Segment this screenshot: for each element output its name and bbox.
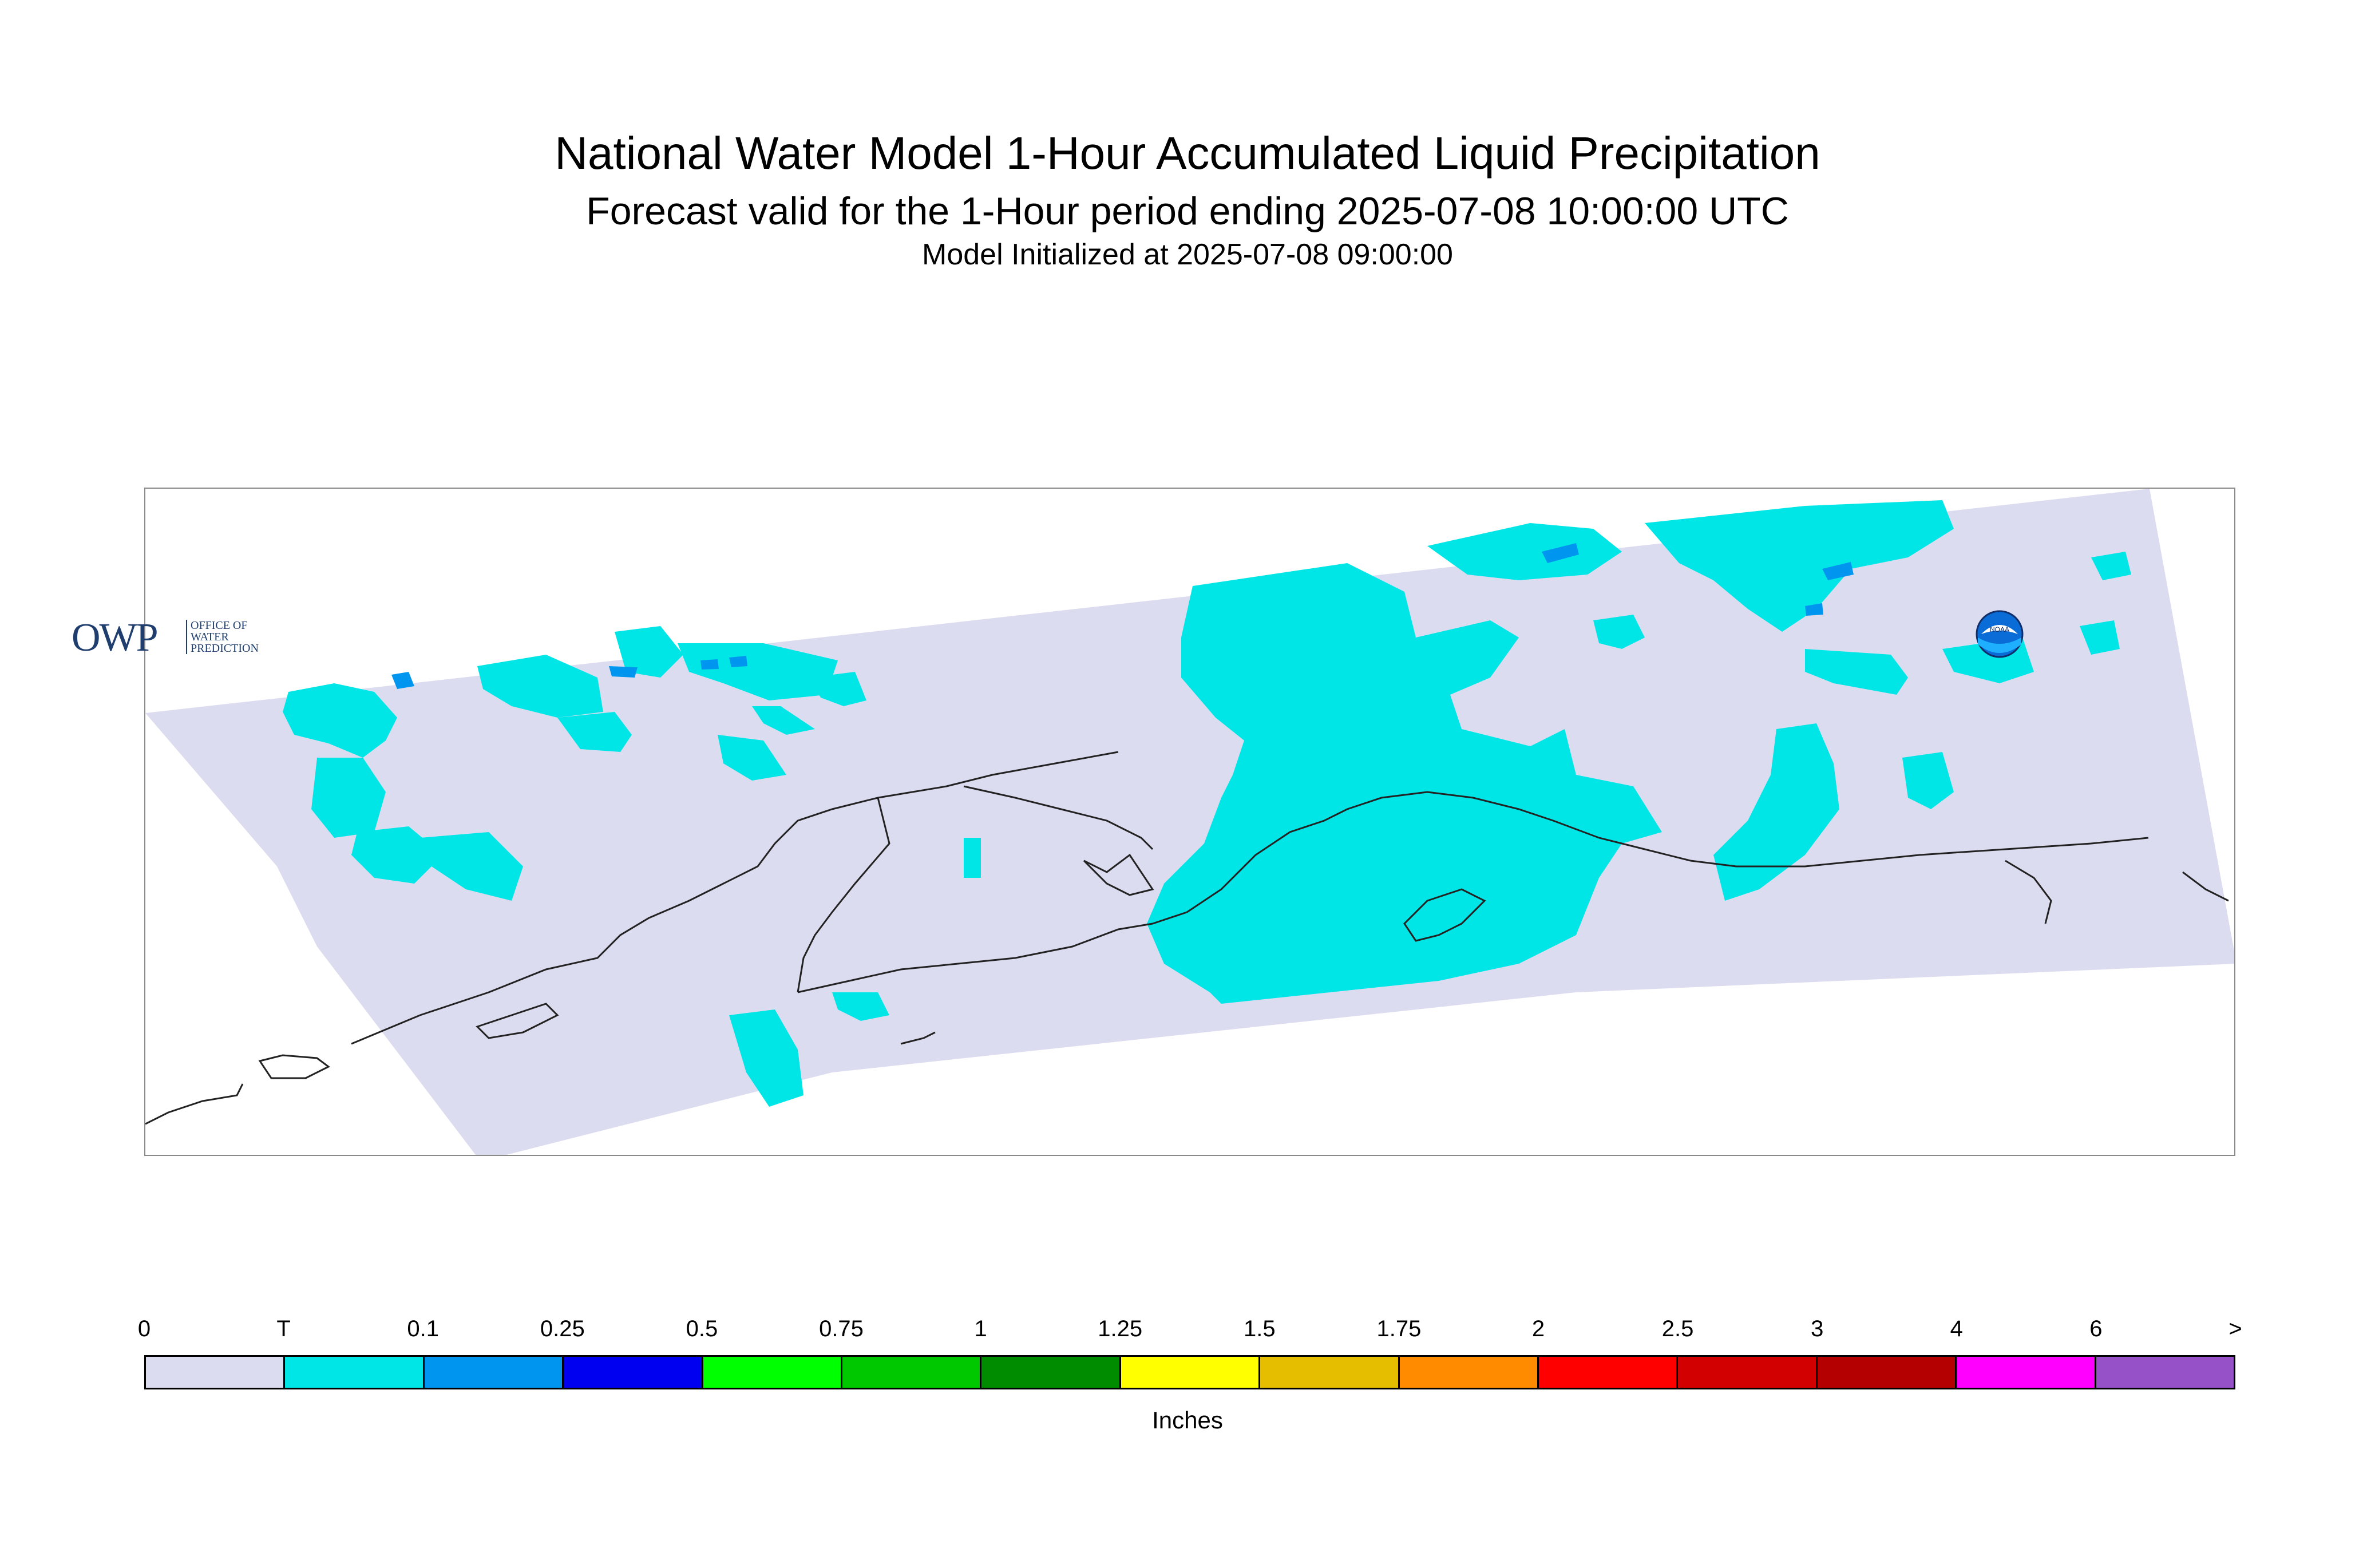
colorbar-swatch-11 bbox=[1678, 1357, 1818, 1388]
owp-logo-subtext: OFFICE OF WATER PREDICTION bbox=[186, 620, 259, 654]
colorbar-swatch-8 bbox=[1260, 1357, 1400, 1388]
owp-logo: OWP OFFICE OF WATER PREDICTION bbox=[72, 615, 259, 661]
owp-logo-text: OWP bbox=[72, 616, 159, 660]
colorbar-tick-label: > bbox=[2228, 1316, 2242, 1341]
colorbar-swatch-5 bbox=[842, 1357, 982, 1388]
colorbar-tick-label: 0.25 bbox=[540, 1316, 585, 1341]
colorbar-tick-label: 1.25 bbox=[1098, 1316, 1143, 1341]
colorbar-tick-label: 1.5 bbox=[1243, 1316, 1276, 1341]
colorbar-swatch-7 bbox=[1121, 1357, 1261, 1388]
colorbar-tick-label: 6 bbox=[2089, 1316, 2103, 1341]
colorbar-tick-label: 0.1 bbox=[407, 1316, 439, 1341]
colorbar-swatch-2 bbox=[424, 1357, 564, 1388]
colorbar-swatch-4 bbox=[703, 1357, 843, 1388]
colorbar-tick-label: 0 bbox=[137, 1316, 151, 1341]
colorbar-tick-label: 1 bbox=[974, 1316, 987, 1341]
light-precip-areas bbox=[391, 543, 1854, 689]
colorbar-swatch-12 bbox=[1817, 1357, 1957, 1388]
map-canvas bbox=[145, 489, 2234, 1155]
colorbar-tick-label: 1.75 bbox=[1376, 1316, 1422, 1341]
colorbar-swatch-10 bbox=[1539, 1357, 1679, 1388]
noaa-logo: NOAA bbox=[1976, 610, 2024, 658]
colorbar-swatch-6 bbox=[981, 1357, 1121, 1388]
colorbar-swatch-9 bbox=[1399, 1357, 1539, 1388]
colorbar-tick-label: 2 bbox=[1531, 1316, 1545, 1341]
precipitation-map bbox=[144, 488, 2235, 1156]
colorbar-tick-label: T bbox=[276, 1316, 291, 1341]
colorbar-swatch-13 bbox=[1957, 1357, 2096, 1388]
colorbar-swatch-0 bbox=[146, 1357, 286, 1388]
noaa-logo-label: NOAA bbox=[1990, 625, 2009, 633]
colorbar bbox=[144, 1355, 2235, 1389]
colorbar-tick-label: 2.5 bbox=[1661, 1316, 1694, 1341]
colorbar-tick-label: 0.5 bbox=[686, 1316, 718, 1341]
coastlines bbox=[145, 751, 2229, 1125]
colorbar-swatch-14 bbox=[2096, 1357, 2234, 1388]
colorbar-tick-label: 4 bbox=[1950, 1316, 1963, 1341]
model-init-text: Model Initialized at 2025-07-08 09:00:00 bbox=[922, 238, 1453, 271]
page-title: National Water Model 1-Hour Accumulated … bbox=[555, 128, 1820, 179]
colorbar-tick-label: 0.75 bbox=[819, 1316, 864, 1341]
colorbar-swatch-3 bbox=[564, 1357, 703, 1388]
colorbar-tick-label: 3 bbox=[1811, 1316, 1824, 1341]
colorbar-swatch-1 bbox=[285, 1357, 425, 1388]
model-domain bbox=[145, 489, 2234, 1155]
forecast-valid-subtitle: Forecast valid for the 1-Hour period end… bbox=[586, 189, 1789, 233]
colorbar-units: Inches bbox=[1152, 1407, 1223, 1434]
trace-precip-areas bbox=[283, 500, 2131, 1107]
